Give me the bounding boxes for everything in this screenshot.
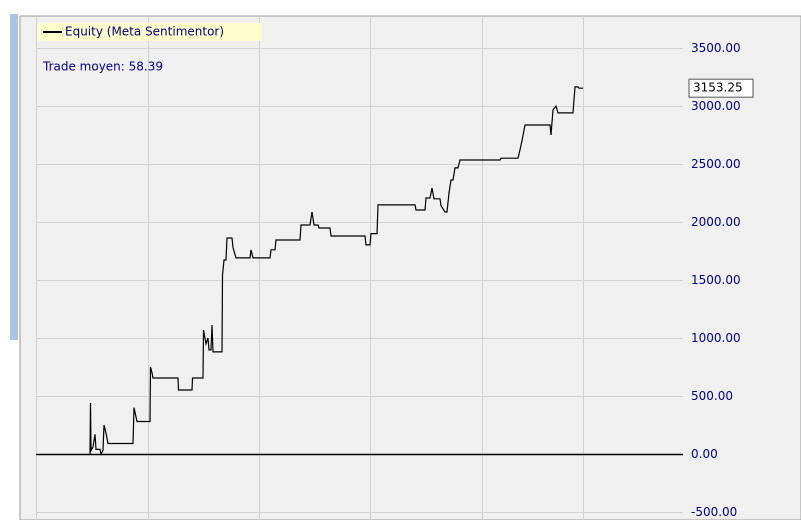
annotation: Trade moyen: 58.39 [42, 60, 163, 74]
y-tick-label: 2500.00 [691, 157, 741, 171]
legend-label: Equity (Meta Sentimentor) [65, 25, 224, 39]
equity-line [89, 86, 583, 456]
y-tick-label: 1500.00 [691, 273, 741, 287]
legend-box [38, 23, 262, 41]
y-tick-label: 3500.00 [691, 41, 741, 55]
last-value-box [688, 78, 754, 98]
y-tick-label: 3000.00 [691, 99, 741, 113]
vertical-grid [36, 17, 584, 520]
y-tick-label: 2000.00 [691, 215, 741, 229]
grid [36, 48, 683, 513]
marks: 3153.25 [89, 78, 754, 456]
y-tick-label: 500.00 [691, 389, 733, 403]
y-tick-label: 0.00 [691, 447, 718, 461]
y-tick-label: 1000.00 [691, 331, 741, 345]
y-tick-label: -500.00 [691, 505, 737, 519]
side-bar [10, 14, 18, 340]
last-value-label: 3153.25 [693, 81, 743, 95]
plot-panel [19, 15, 801, 521]
